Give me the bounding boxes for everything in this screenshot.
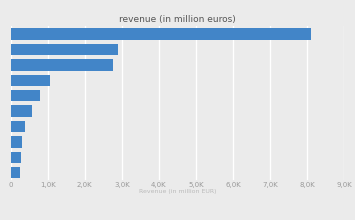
Title: revenue (in million euros): revenue (in million euros) — [119, 15, 236, 24]
Bar — [11, 136, 22, 148]
Bar — [11, 59, 113, 71]
Bar — [11, 28, 311, 40]
Bar — [11, 167, 20, 178]
Bar — [11, 152, 21, 163]
Bar — [11, 105, 32, 117]
Bar — [11, 75, 50, 86]
Bar — [11, 90, 40, 101]
Bar — [11, 44, 118, 55]
Bar — [11, 121, 25, 132]
X-axis label: Revenue (in million EUR): Revenue (in million EUR) — [139, 189, 216, 194]
